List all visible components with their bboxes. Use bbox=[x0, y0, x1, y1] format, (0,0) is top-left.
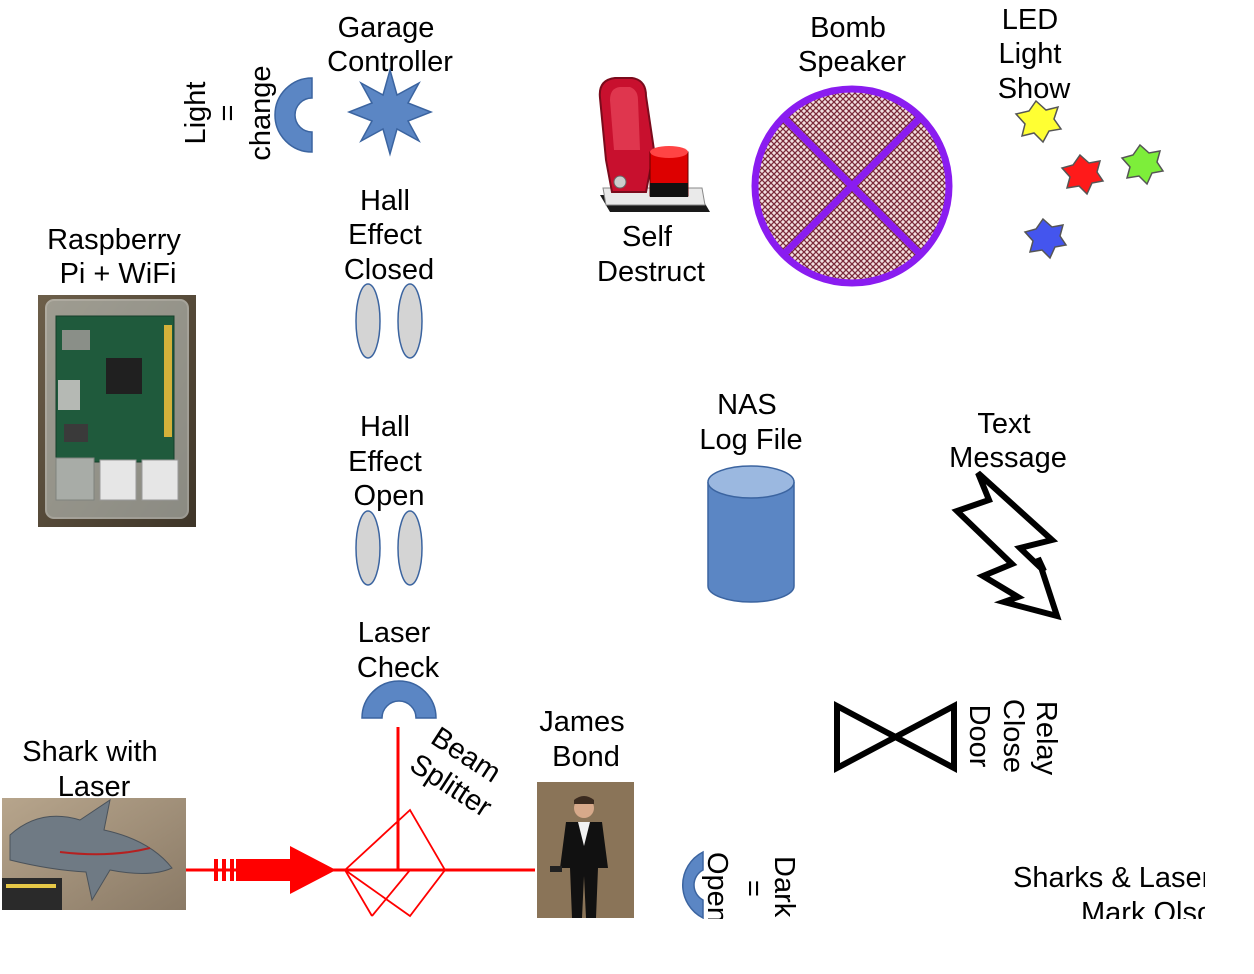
hall-sensor-open-right-icon bbox=[397, 510, 423, 586]
garage-controller-label: Garage Controller bbox=[327, 12, 453, 78]
light-sensor-half-ring-icon bbox=[274, 77, 313, 153]
laser-arrow-icon bbox=[214, 846, 336, 894]
light-label: Light bbox=[180, 82, 212, 145]
open-label: Open bbox=[701, 852, 733, 923]
close-label: Close bbox=[997, 699, 1029, 773]
door-label: Door bbox=[963, 705, 995, 768]
hall-sensor-closed-right-icon bbox=[397, 283, 423, 359]
raspberry-pi-label: Raspberry Pi + WiFi bbox=[47, 224, 189, 290]
bomb-speaker-label: Bomb Speaker bbox=[798, 12, 906, 78]
hall-effect-closed-label: Hall Effect Closed bbox=[344, 185, 434, 286]
laser-check-sensor-icon bbox=[361, 680, 437, 719]
relay-label: Relay bbox=[1030, 701, 1062, 776]
led-yellow-icon bbox=[1014, 99, 1063, 144]
lightning-bolt-icon bbox=[951, 470, 1062, 621]
light-equals-label: = bbox=[212, 105, 244, 122]
text-message-label: Text Message bbox=[949, 408, 1067, 474]
james-bond-label: James Bond bbox=[539, 706, 632, 773]
bottom-margin bbox=[0, 919, 1254, 969]
nas-log-file-label: NAS Log File bbox=[699, 389, 802, 456]
james-bond-photo bbox=[537, 782, 634, 918]
laser-check-label: Laser Check bbox=[357, 617, 440, 684]
led-red-icon bbox=[1060, 153, 1105, 196]
credit-clip: Sharks & Lasers Mark Olson bbox=[1013, 862, 1234, 929]
hall-sensor-closed-left-icon bbox=[355, 283, 381, 359]
bomb-speaker-icon bbox=[751, 85, 953, 287]
nas-database-cylinder-icon bbox=[707, 465, 795, 603]
change-label: change bbox=[245, 65, 277, 160]
beam-splitter-label: Beam Splitter bbox=[404, 719, 516, 824]
dark-sensor-half-ring-icon bbox=[682, 850, 704, 920]
beam-splitter-prism-icon bbox=[343, 808, 447, 918]
self-destruct-label: Self Destruct bbox=[597, 221, 705, 288]
relay-bowtie-icon bbox=[834, 701, 957, 773]
hall-sensor-open-left-icon bbox=[355, 510, 381, 586]
hall-effect-open-label: Hall Effect Open bbox=[348, 411, 430, 512]
dark-equals-label: = bbox=[737, 880, 769, 897]
credit-text: Sharks & Lasers Mark Olson bbox=[1013, 862, 1234, 929]
dark-label: Dark bbox=[768, 856, 800, 918]
led-blue-icon bbox=[1023, 217, 1068, 260]
shark-with-laser-label: Shark with Laser bbox=[22, 736, 165, 803]
shark-with-laser-photo bbox=[2, 798, 186, 910]
garage-controller-starburst-icon bbox=[346, 67, 434, 157]
led-light-show-label: LED Light Show bbox=[998, 4, 1072, 105]
led-green-icon bbox=[1120, 143, 1165, 186]
raspberry-pi-photo bbox=[38, 295, 196, 527]
self-destruct-switch-icon bbox=[598, 77, 710, 212]
